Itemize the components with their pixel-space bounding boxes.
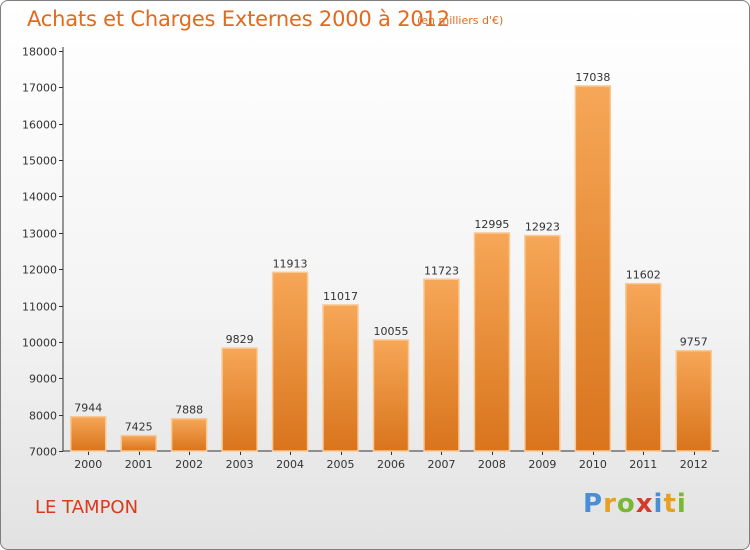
chart-axes: 7000 8000 9000 10000 11000 12000 13000 14000 150… <box>22 46 719 459</box>
value-label: 7944 <box>74 402 102 415</box>
y-tick-label: 7000 <box>29 446 57 459</box>
value-label: 12995 <box>474 218 509 231</box>
chart-title: Achats et Charges Externes 2000 à 2012 <box>27 7 450 31</box>
y-tick-label: 15000 <box>22 155 57 168</box>
x-tick-label: 2003 <box>226 458 254 471</box>
bar-2009[interactable] <box>524 234 561 452</box>
logo-letter: i <box>653 489 664 519</box>
value-label: 7888 <box>175 404 203 417</box>
x-tick-label: 2004 <box>276 458 304 471</box>
value-label: 10055 <box>374 325 409 338</box>
x-tick-label: 2010 <box>579 458 607 471</box>
bar-2005[interactable] <box>322 304 359 452</box>
logo-letter: i <box>676 489 687 519</box>
bar-2007[interactable] <box>423 278 460 452</box>
x-tick-label: 2011 <box>629 458 657 471</box>
chart-subtitle: (en milliers d'€) <box>417 14 504 27</box>
value-label: 11602 <box>626 269 661 282</box>
y-tick-label: 17000 <box>22 82 57 95</box>
x-tick-label: 2001 <box>125 458 153 471</box>
bar-2004[interactable] <box>271 271 309 452</box>
value-label: 12923 <box>525 221 560 234</box>
bar-2002[interactable] <box>170 417 208 452</box>
x-tick-label: 2002 <box>175 458 203 471</box>
bar-2010[interactable] <box>574 85 612 452</box>
y-tick-label: 10000 <box>22 337 57 350</box>
bar-2003[interactable] <box>221 347 258 452</box>
y-tick-label: 12000 <box>22 264 57 277</box>
logo-letter: o <box>616 489 636 519</box>
y-tick-label: 14000 <box>22 191 57 204</box>
x-tick-label: 2008 <box>478 458 506 471</box>
y-tick-label: 8000 <box>29 410 57 423</box>
x-tick-label: 2006 <box>377 458 405 471</box>
bar-2000[interactable] <box>69 415 107 452</box>
value-label: 17038 <box>575 71 610 84</box>
logo-letter: x <box>635 489 654 519</box>
x-tick-label: 2009 <box>528 458 556 471</box>
bar-2008[interactable] <box>473 232 511 452</box>
bar-2011[interactable] <box>625 282 662 452</box>
value-label: 11913 <box>273 257 308 270</box>
logo-letter: r <box>603 489 617 519</box>
x-tick-label: 2005 <box>327 458 355 471</box>
x-tick-label: 2000 <box>74 458 102 471</box>
value-label: 9757 <box>680 336 708 349</box>
value-label: 9829 <box>226 333 254 346</box>
chart-bars <box>69 85 713 452</box>
y-tick-label: 13000 <box>22 228 57 241</box>
value-label: 11017 <box>323 290 358 303</box>
y-tick-label: 11000 <box>22 301 57 314</box>
y-tick-label: 18000 <box>22 46 57 59</box>
bar-2001[interactable] <box>120 434 157 452</box>
value-label: 7425 <box>125 421 153 434</box>
y-tick-label: 9000 <box>29 373 57 386</box>
x-tick-label: 2007 <box>427 458 455 471</box>
logo-letter: P <box>583 489 604 519</box>
value-label: 11723 <box>424 264 459 277</box>
y-tick-label: 16000 <box>22 119 57 132</box>
bar-2006[interactable] <box>372 339 410 452</box>
bar-2012[interactable] <box>675 349 713 452</box>
commune-name: LE TAMPON <box>35 497 139 518</box>
logo-letter: t <box>663 489 677 519</box>
x-tick-label: 2012 <box>680 458 708 471</box>
chart-labels: 7944 2000 7425 2001 7888 2002 9829 2003 11913 200… <box>74 71 708 471</box>
proxiti-logo[interactable]: Proxiti <box>583 489 687 519</box>
